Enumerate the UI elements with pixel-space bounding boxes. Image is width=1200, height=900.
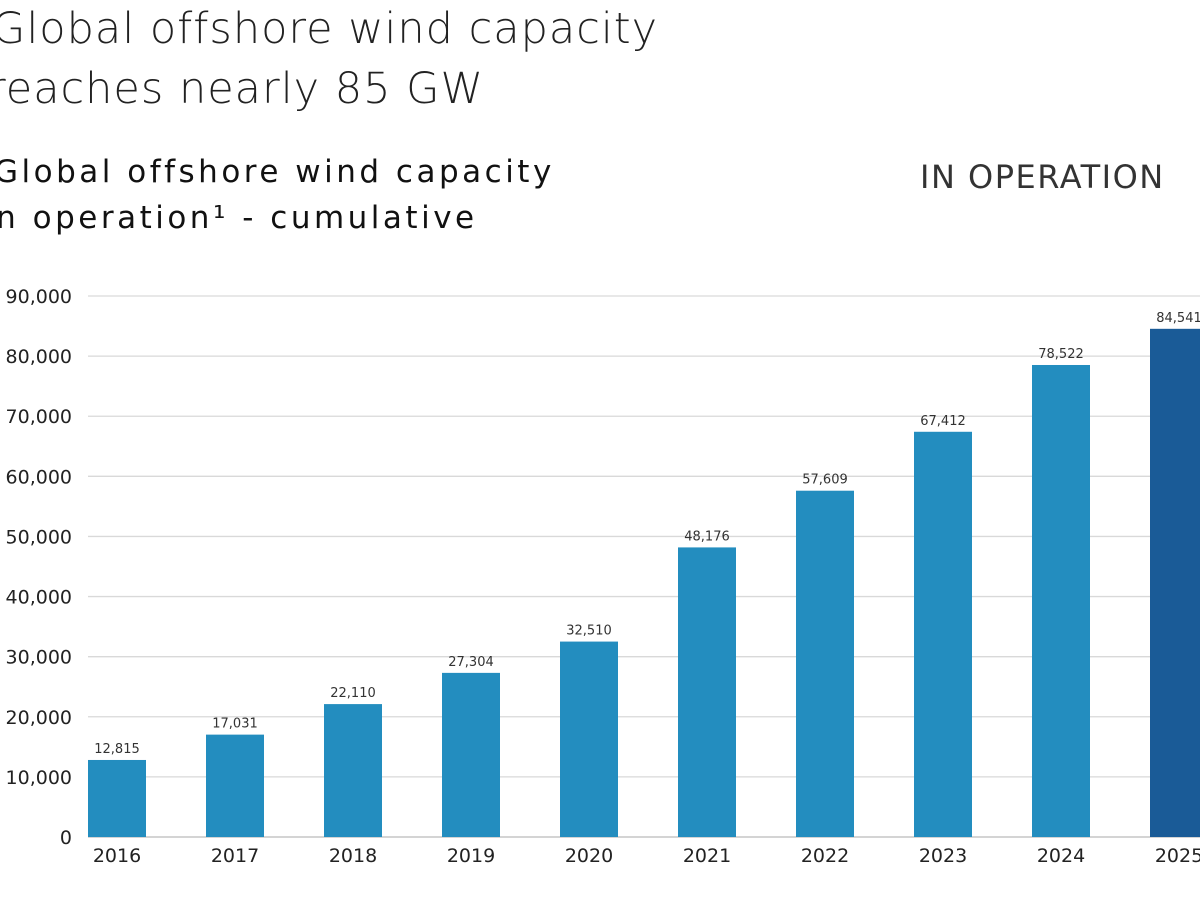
y-tick-label: 60,000 [6, 466, 72, 488]
data-label-2023: 67,412 [920, 414, 966, 429]
chart-title-line1: Global offshore wind capacity [0, 154, 555, 190]
y-tick-label: 0 [60, 827, 72, 849]
y-tick-label: 40,000 [6, 587, 72, 609]
data-label-2022: 57,609 [802, 473, 848, 488]
data-label-2020: 32,510 [566, 624, 612, 639]
bar-2020 [560, 641, 618, 837]
data-label-2017: 17,031 [212, 717, 258, 732]
y-tick-label: 10,000 [6, 767, 72, 789]
bar-2016 [88, 759, 146, 837]
bar-2025 [1150, 328, 1200, 837]
data-label-2018: 22,110 [330, 686, 376, 701]
x-tick-label-2018: 2018 [329, 845, 377, 867]
chart-title-line2: in operation¹ - cumulative [0, 200, 478, 236]
x-tick-label-2020: 2020 [565, 845, 613, 867]
bar-2017 [206, 734, 264, 837]
x-tick-label-2024: 2024 [1037, 845, 1085, 867]
y-tick-label: 50,000 [6, 526, 72, 548]
y-tick-label: 20,000 [6, 707, 72, 729]
bar-2019 [442, 672, 500, 837]
bar-2018 [324, 704, 382, 837]
page-title-line2: reaches nearly 85 GW [0, 64, 484, 114]
y-tick-label: 70,000 [6, 406, 72, 428]
y-tick-label: 80,000 [6, 346, 72, 368]
x-tick-label-2022: 2022 [801, 845, 849, 867]
y-tick-label: 90,000 [6, 286, 72, 308]
data-label-2025: 84,541 [1156, 311, 1200, 326]
x-tick-label-2016: 2016 [93, 845, 141, 867]
bar-2023 [914, 431, 972, 837]
data-label-2021: 48,176 [684, 529, 730, 544]
page-title-line1: Global offshore wind capacity [0, 4, 659, 54]
data-label-2024: 78,522 [1038, 347, 1084, 362]
x-tick-label-2019: 2019 [447, 845, 495, 867]
data-label-2019: 27,304 [448, 655, 494, 670]
data-label-2016: 12,815 [94, 742, 140, 757]
y-tick-label: 30,000 [6, 647, 72, 669]
bar-2021 [678, 547, 736, 837]
x-tick-label-2025: 2025 [1155, 845, 1200, 867]
x-tick-label-2021: 2021 [683, 845, 731, 867]
x-tick-label-2017: 2017 [211, 845, 259, 867]
bar-2024 [1032, 364, 1090, 837]
bar-2022 [796, 490, 854, 837]
x-tick-label-2023: 2023 [919, 845, 967, 867]
section-label: IN OPERATION [920, 158, 1165, 196]
